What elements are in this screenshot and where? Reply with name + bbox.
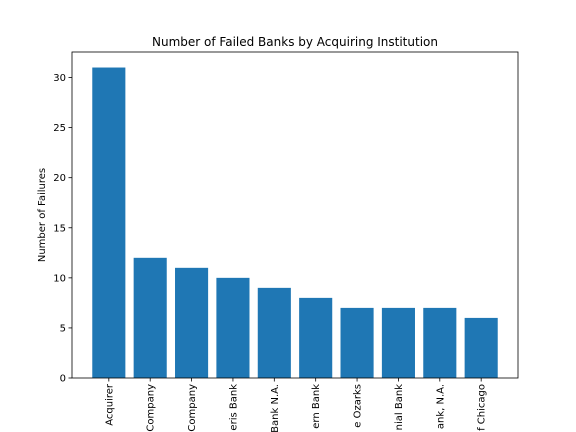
bar — [257, 287, 291, 378]
x-tick-label: f Chicago — [477, 384, 488, 431]
x-tick-label: ern Bank — [311, 384, 322, 429]
x-tick-label: Company — [146, 384, 157, 432]
y-tick-label: 30 — [53, 73, 66, 84]
bar — [464, 317, 498, 378]
y-tick-label: 20 — [53, 173, 66, 184]
plot-frame — [71, 51, 519, 379]
y-tick-label: 0 — [60, 374, 66, 385]
bar — [216, 277, 250, 378]
x-tick-label: ank, N.A. — [435, 384, 446, 429]
y-tick-label: 10 — [53, 273, 66, 284]
x-tick-label: Bank N.A. — [270, 384, 281, 432]
x-tick-label: eris Bank — [228, 384, 239, 431]
bar — [340, 307, 374, 378]
bar — [299, 297, 333, 378]
x-tick-label: Acquirer — [104, 383, 115, 426]
bar — [133, 257, 167, 378]
y-tick-label: 5 — [60, 323, 66, 334]
x-tick-label: nial Bank — [394, 384, 405, 431]
y-tick-label: 15 — [53, 223, 66, 234]
bar — [423, 307, 457, 378]
y-tick-label: 25 — [53, 123, 66, 134]
x-tick-label: Company — [187, 384, 198, 432]
x-tick-label: e Ozarks — [353, 384, 364, 428]
bar — [92, 67, 126, 379]
bar — [381, 307, 415, 378]
bar — [175, 267, 209, 378]
chart-title: Number of Failed Banks by Acquiring Inst… — [152, 35, 438, 49]
y-axis-label: Number of Failures — [37, 168, 48, 262]
